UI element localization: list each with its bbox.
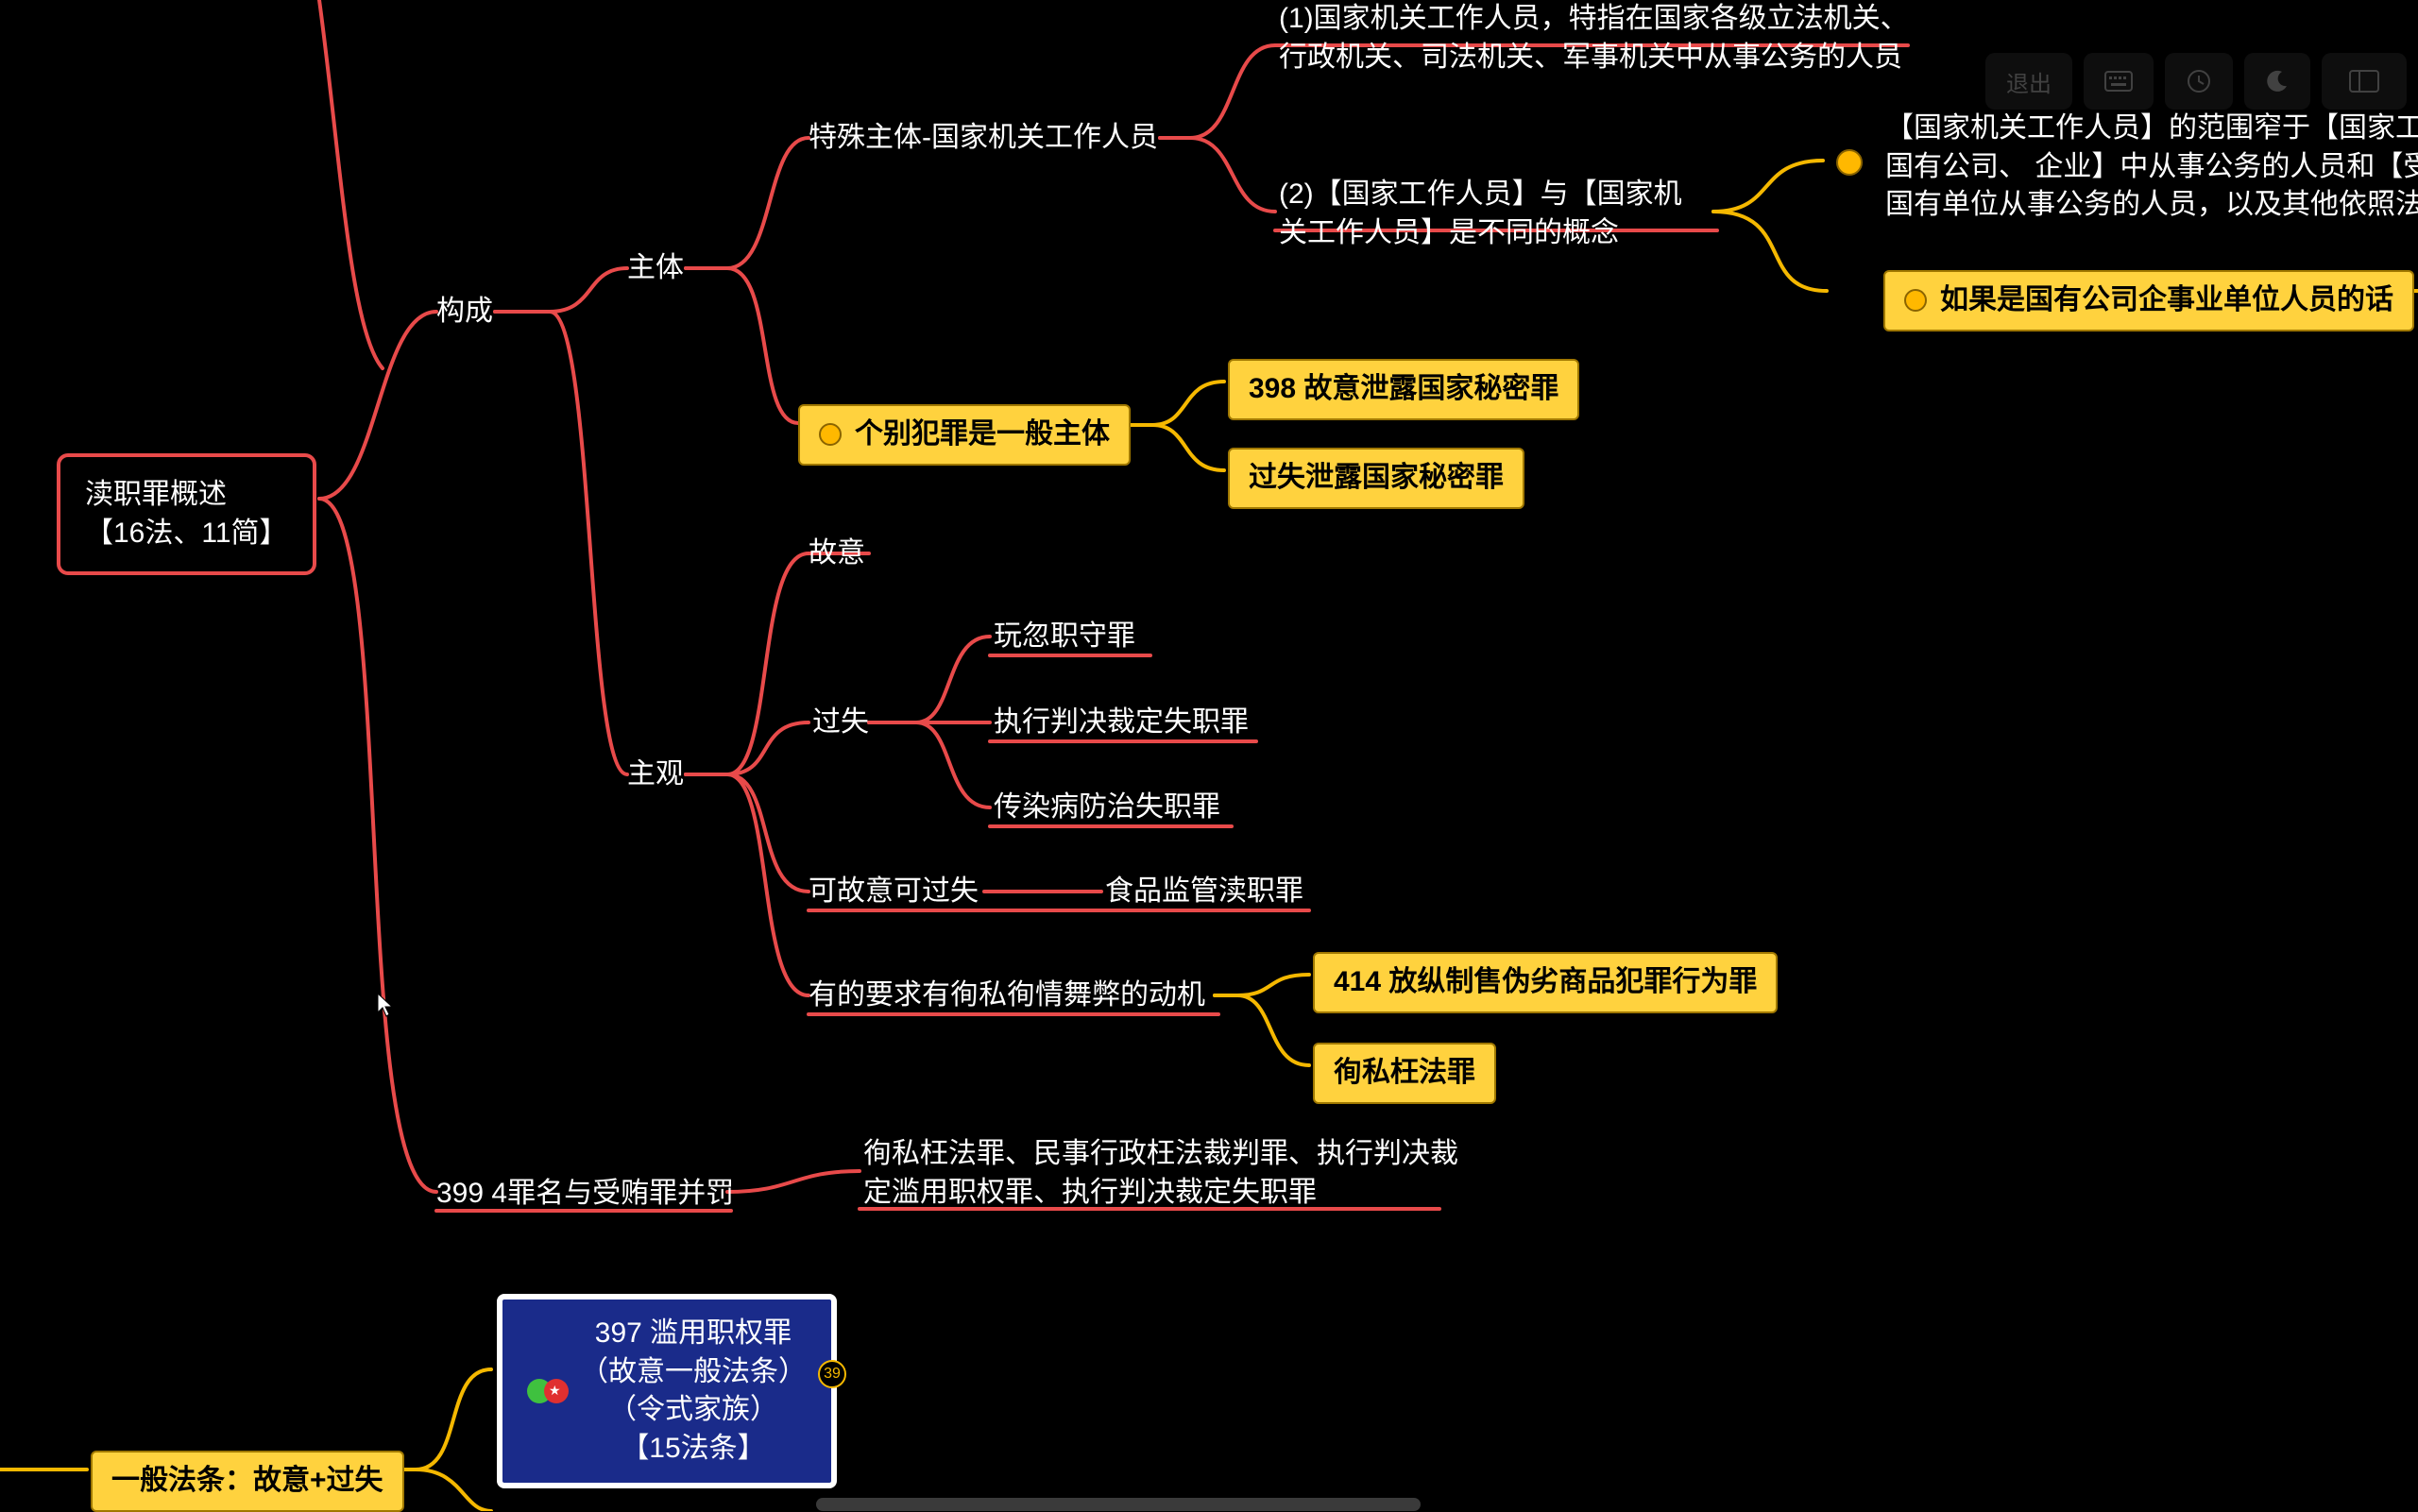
node-397-label: 397 滥用职权罪 （故意一般法条） （令式家族） 【15法条】 — [580, 1315, 807, 1468]
exit-button[interactable]: 退出 — [1985, 53, 2072, 110]
toolbar: 退出 — [1985, 53, 2407, 110]
node-sub1[interactable]: (1)国家机关工作人员，特指在国家各级立法机关、 行政机关、司法机关、军事机关中… — [1279, 0, 1909, 76]
keyboard-icon[interactable] — [2084, 53, 2154, 110]
node-397[interactable]: 397 滥用职权罪 （故意一般法条） （令式家族） 【15法条】 — [497, 1294, 837, 1488]
node-wanhu[interactable]: 玩忽职守罪 — [994, 618, 1135, 656]
node-xunsi-wang[interactable]: 徇私枉法罪 — [1313, 1043, 1496, 1104]
window-icon[interactable] — [2322, 53, 2407, 110]
priority-badges — [527, 1379, 569, 1403]
node-zhixing[interactable]: 执行判决裁定失职罪 — [994, 704, 1249, 742]
mindmap-edges — [0, 0, 2418, 1511]
node-sub2[interactable]: (2)【国家工作人员】与【国家机 关工作人员】是不同的概念 — [1279, 176, 1682, 252]
bullet-dot-icon — [1904, 289, 1927, 312]
node-399-detail[interactable]: 徇私枉法罪、民事行政枉法裁判罪、执行判决裁 定滥用职权罪、执行判决裁定失职罪 — [863, 1135, 1458, 1212]
node-gebie[interactable]: 个别犯罪是一般主体 — [798, 404, 1131, 466]
node-guoshi-mimi[interactable]: 过失泄露国家秘密罪 — [1228, 448, 1524, 509]
node-guoshi[interactable]: 过失 — [812, 704, 869, 742]
root-node[interactable]: 渎职罪概述 【16法、11简】 — [57, 453, 316, 575]
horizontal-scrollbar[interactable] — [816, 1498, 1421, 1511]
node-414[interactable]: 414 放纵制售伪劣商品犯罪行为罪 — [1313, 952, 1778, 1013]
cursor-icon — [376, 992, 395, 1018]
node-gebie-label: 个别犯罪是一般主体 — [855, 416, 1110, 454]
node-zhuguan[interactable]: 主观 — [627, 756, 684, 794]
node-yiban[interactable]: 一般法条：故意+过失 — [91, 1451, 404, 1512]
badge-star-icon — [544, 1379, 569, 1403]
node-chuanran[interactable]: 传染病防治失职罪 — [994, 789, 1220, 827]
node-note2[interactable]: 如果是国有公司企事业单位人员的话 — [1883, 270, 2414, 331]
node-shipin[interactable]: 食品监管渎职罪 — [1105, 873, 1303, 911]
node-guyi[interactable]: 故意 — [809, 535, 865, 573]
node-note2-label: 如果是国有公司企事业单位人员的话 — [1940, 281, 2393, 320]
node-keguyi[interactable]: 可故意可过失 — [809, 873, 979, 911]
node-teshu[interactable]: 特殊主体-国家机关工作人员 — [809, 119, 1158, 158]
bullet-dot-icon — [1836, 149, 1863, 176]
clock-icon[interactable] — [2165, 53, 2233, 110]
moon-icon[interactable] — [2244, 53, 2310, 110]
child-count-badge[interactable]: 39 — [818, 1360, 846, 1388]
node-zhuti[interactable]: 主体 — [627, 249, 684, 288]
node-note1[interactable]: 【国家机关工作人员】的范围窄于【国家工作 国有公司、 企业】中从事公务的人员和【… — [1885, 110, 2418, 225]
node-399[interactable]: 399 4罪名与受贿罪并罚 — [436, 1175, 734, 1214]
node-398[interactable]: 398 故意泄露国家秘密罪 — [1228, 359, 1579, 420]
bullet-dot-icon — [819, 423, 842, 446]
node-youde[interactable]: 有的要求有徇私徇情舞弊的动机 — [809, 977, 1205, 1015]
node-gouchen[interactable]: 构成 — [436, 293, 493, 331]
